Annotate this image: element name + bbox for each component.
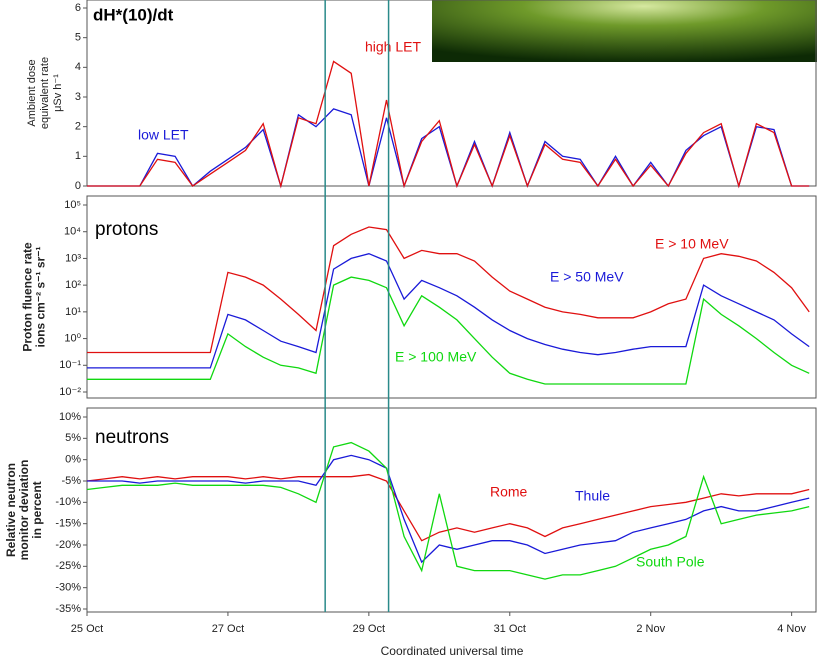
y-tick-label: 5 <box>75 32 81 44</box>
y-axis-label: in percent <box>30 481 44 538</box>
y-tick-label: 10⁻² <box>59 386 81 398</box>
plot-frame <box>86 195 817 399</box>
y-axis-label: Relative neutron <box>4 463 18 557</box>
y-tick-label: -35% <box>55 603 81 615</box>
y-axis-label: Ambient dose <box>26 59 38 126</box>
y-axis-label: monitor deviation <box>17 460 31 561</box>
y-tick-label: 4 <box>75 61 81 73</box>
x-tick-label: 2 Nov <box>636 623 665 635</box>
panel-title: neutrons <box>95 427 169 448</box>
x-tick-label: 27 Oct <box>212 623 244 635</box>
y-axis-label: ions cm⁻² s⁻¹ sr⁻¹ <box>34 246 48 347</box>
series-label: high LET <box>365 39 421 55</box>
panel-title: protons <box>95 219 158 240</box>
series-line <box>87 253 810 369</box>
x-tick-label: 25 Oct <box>71 623 103 635</box>
y-tick-label: -15% <box>55 518 81 530</box>
y-tick-label: 10⁰ <box>64 332 81 344</box>
y-tick-label: 3 <box>75 91 81 103</box>
y-tick-label: 1 <box>75 150 81 162</box>
y-axis-label: equivalent rate <box>39 57 51 129</box>
series-line <box>87 454 810 564</box>
series-line <box>87 60 810 189</box>
series-label: Rome <box>490 484 528 500</box>
series-line <box>87 276 810 385</box>
series-label: E > 100 MeV <box>395 349 477 365</box>
y-tick-label: 2 <box>75 121 81 133</box>
y-tick-label: -20% <box>55 539 81 551</box>
y-tick-label: -10% <box>55 496 81 508</box>
series-line <box>87 226 810 354</box>
x-tick-label: 4 Nov <box>777 623 806 635</box>
y-axis-label: Proton fluence rate <box>21 242 35 352</box>
y-tick-label: 6 <box>75 2 81 14</box>
plot-frame <box>86 407 817 613</box>
y-tick-label: -5% <box>61 475 81 487</box>
y-tick-label: 0 <box>75 180 81 192</box>
y-tick-label: 5% <box>65 432 81 444</box>
series-line <box>86 441 810 580</box>
x-axis-label: Coordinated universal time <box>381 644 524 658</box>
solar-image <box>432 0 817 62</box>
y-axis-label: μSv h⁻¹ <box>52 74 64 112</box>
series-label: low LET <box>138 127 189 143</box>
y-tick-label: 0% <box>65 454 81 466</box>
series-line <box>87 108 810 189</box>
y-tick-label: -30% <box>55 582 81 594</box>
series-label: E > 10 MeV <box>655 236 729 252</box>
x-tick-label: 29 Oct <box>353 623 385 635</box>
y-tick-label: 10³ <box>65 252 81 264</box>
x-tick-label: 31 Oct <box>494 623 526 635</box>
y-tick-label: 10¹ <box>65 306 81 318</box>
y-tick-label: -25% <box>55 560 81 572</box>
series-label: E > 50 MeV <box>550 269 624 285</box>
y-tick-label: 10⁴ <box>64 226 81 238</box>
y-tick-label: 10⁻¹ <box>59 359 81 371</box>
y-tick-label: 10⁵ <box>64 199 81 211</box>
panel-title: dH*(10)/dt <box>93 5 174 24</box>
plot-frame <box>86 0 817 187</box>
y-tick-label: 10% <box>59 411 81 423</box>
series-label: South Pole <box>636 554 705 570</box>
series-label: Thule <box>575 488 610 504</box>
y-tick-label: 10² <box>65 279 81 291</box>
